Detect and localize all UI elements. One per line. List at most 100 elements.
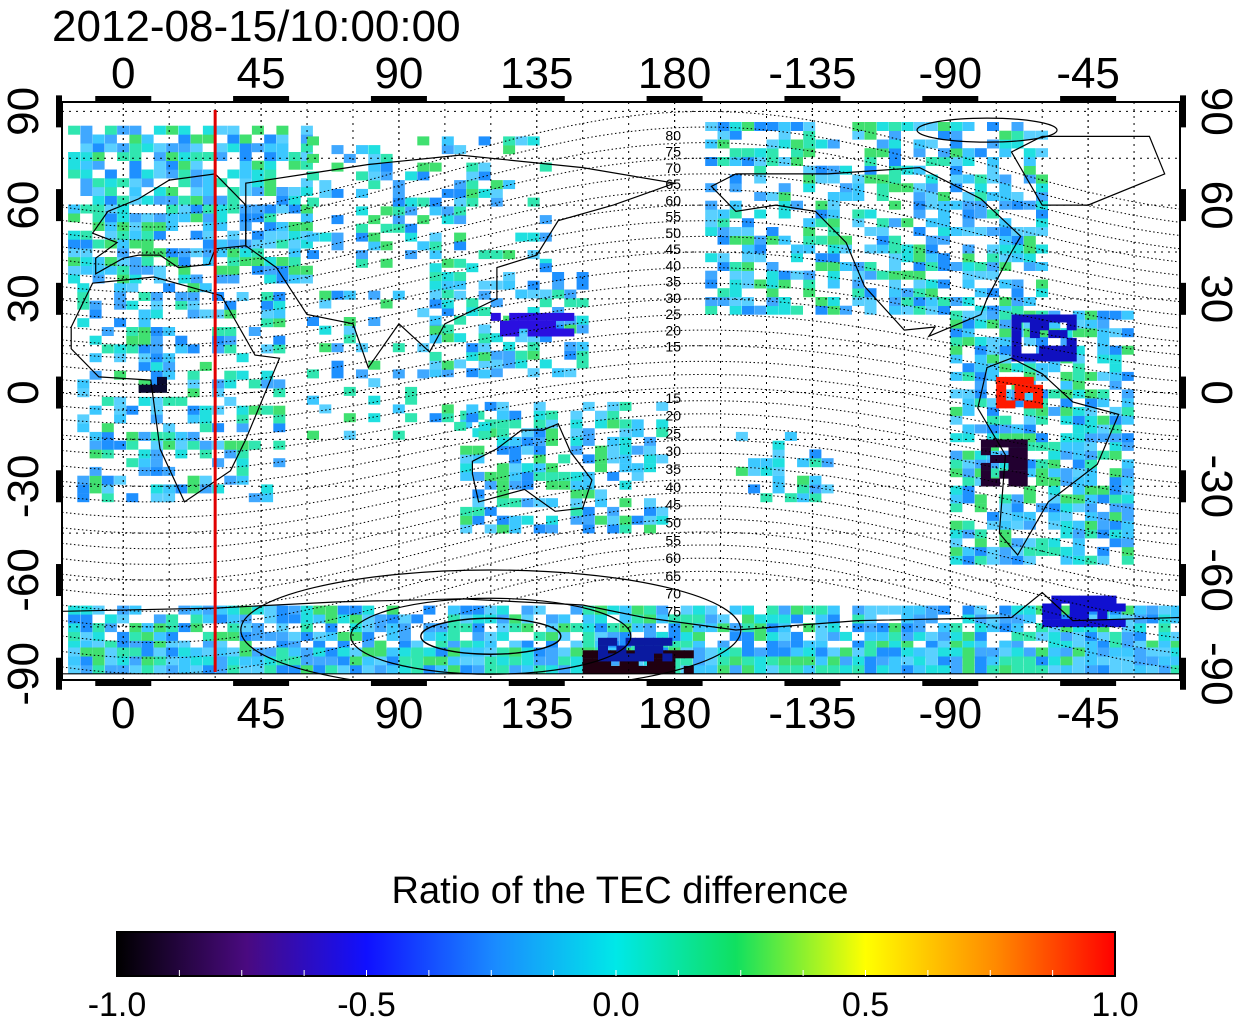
- data-cell: [190, 665, 203, 674]
- data-cell: [175, 344, 188, 354]
- data-cell: [864, 647, 877, 657]
- data-cell: [1121, 406, 1134, 416]
- data-cell: [153, 222, 166, 231]
- data-cell: [864, 605, 877, 615]
- data-cell: [729, 665, 742, 674]
- data-cell: [288, 614, 301, 624]
- data-cell: [460, 419, 473, 429]
- data-cell: [441, 289, 454, 299]
- bottom-tick-bar: [508, 680, 565, 686]
- data-cell: [273, 414, 286, 424]
- data-cell: [166, 640, 179, 650]
- bottom-axis-label: 0: [111, 689, 135, 738]
- data-cell: [92, 152, 105, 161]
- data-cell: [1020, 314, 1031, 323]
- data-cell: [503, 315, 516, 325]
- data-cell: [938, 656, 950, 666]
- data-cell: [925, 183, 938, 193]
- data-cell: [104, 178, 117, 188]
- contour-label: 40: [665, 257, 681, 273]
- data-cell: [153, 614, 166, 624]
- data-cell: [742, 253, 754, 263]
- data-cell: [1060, 511, 1073, 521]
- data-cell: [950, 165, 963, 175]
- data-cell: [429, 232, 442, 242]
- contour-line: [62, 478, 1180, 565]
- data-cell: [166, 160, 179, 170]
- data-cell: [490, 312, 501, 321]
- data-cell: [913, 665, 926, 674]
- data-cell: [1088, 619, 1099, 628]
- data-cell: [619, 436, 632, 446]
- data-cell: [974, 398, 987, 408]
- data-cell: [754, 157, 767, 166]
- data-cell: [509, 515, 522, 525]
- data-cell: [1042, 619, 1053, 628]
- data-cell: [570, 656, 583, 666]
- data-cell: [368, 395, 381, 405]
- data-cell: [368, 180, 381, 190]
- data-cell: [227, 274, 240, 284]
- data-cell: [1060, 529, 1073, 539]
- data-cell: [1023, 555, 1036, 565]
- data-cell: [889, 235, 901, 245]
- data-cell: [264, 143, 277, 153]
- data-cell: [889, 631, 901, 641]
- data-cell: [503, 272, 516, 281]
- data-cell: [1011, 314, 1022, 323]
- data-cell: [276, 257, 289, 266]
- data-cell: [950, 157, 963, 166]
- data-cell: [950, 656, 963, 666]
- data-cell: [1048, 631, 1061, 641]
- data-cell: [558, 665, 571, 674]
- data-cell: [515, 324, 528, 334]
- data-cell: [129, 656, 142, 666]
- data-cell: [1072, 529, 1085, 539]
- data-cell: [264, 239, 277, 249]
- data-cell: [791, 631, 803, 641]
- data-cell: [276, 204, 289, 214]
- data-cell: [913, 262, 926, 271]
- data-cell: [974, 546, 987, 556]
- data-cell: [199, 361, 212, 371]
- data-cell: [987, 433, 999, 443]
- data-cell: [1158, 605, 1171, 615]
- data-cell: [852, 192, 865, 201]
- data-cell: [595, 419, 607, 429]
- data-cell: [576, 341, 589, 351]
- data-cell: [190, 152, 203, 161]
- data-cell: [126, 300, 139, 310]
- data-cell: [950, 647, 963, 657]
- data-cell: [619, 401, 632, 411]
- data-cell: [126, 493, 139, 503]
- data-cell: [356, 188, 368, 198]
- data-cell: [509, 410, 522, 420]
- data-cell: [1011, 288, 1024, 298]
- data-cell: [138, 449, 151, 459]
- data-cell: [166, 665, 179, 674]
- data-cell: [138, 458, 151, 468]
- data-cell: [791, 305, 803, 315]
- data-cell: [251, 623, 264, 633]
- data-cell: [202, 665, 215, 674]
- data-cell: [582, 524, 595, 534]
- data-cell: [950, 665, 963, 674]
- data-cell: [503, 250, 516, 260]
- data-cell: [815, 218, 828, 228]
- data-cell: [766, 647, 779, 657]
- data-cell: [999, 546, 1012, 556]
- data-cell: [405, 232, 418, 242]
- contour-label: 20: [665, 322, 681, 338]
- data-cell: [1057, 330, 1068, 339]
- data-cell: [742, 656, 754, 666]
- data-cell: [190, 623, 203, 633]
- data-cell: [1060, 555, 1073, 565]
- data-cell: [178, 160, 191, 170]
- data-cell: [1085, 441, 1097, 451]
- data-cell: [962, 297, 975, 306]
- bottom-tick-bar: [1060, 680, 1117, 686]
- bottom-axis-label: 180: [638, 689, 711, 738]
- data-cell: [791, 614, 803, 624]
- data-cell: [356, 343, 368, 353]
- data-cell: [1146, 656, 1159, 666]
